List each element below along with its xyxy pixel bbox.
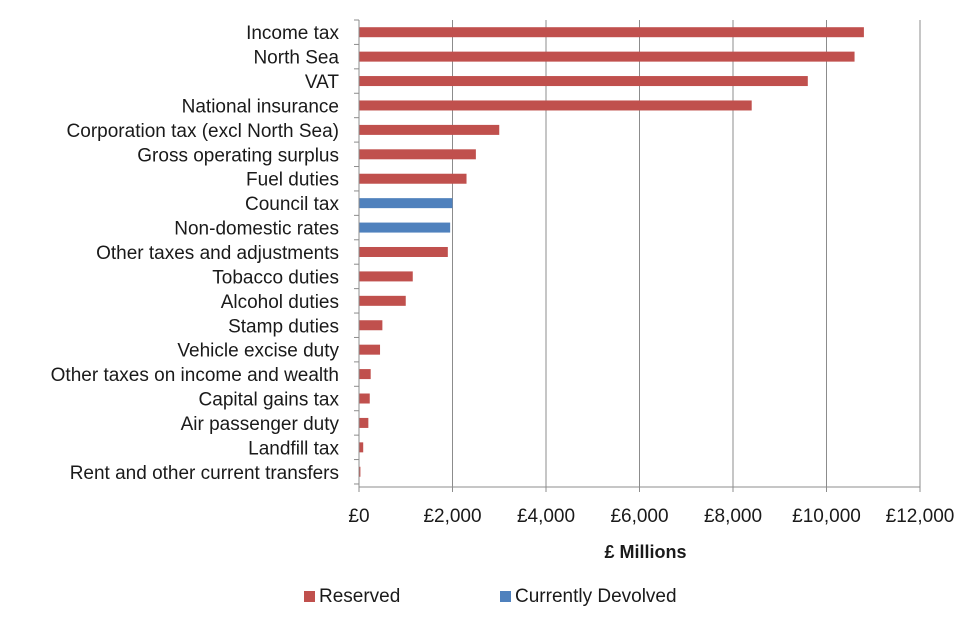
category-label: Air passenger duty xyxy=(181,414,340,435)
bar-capital-gains-tax xyxy=(359,393,370,404)
category-label: North Sea xyxy=(253,48,339,69)
x-tick-labels: £0 £2,000 £4,000 £6,000 £8,000 £10,000 £12,000 xyxy=(348,506,954,527)
x-tick-label: £2,000 xyxy=(423,506,481,527)
x-tick-label: £6,000 xyxy=(610,506,668,527)
category-label: Tobacco duties xyxy=(212,267,339,288)
x-tick-label: £4,000 xyxy=(517,506,575,527)
category-label: Council tax xyxy=(245,194,339,215)
bar-other-taxes-and-adjustments xyxy=(359,246,448,257)
category-label: Stamp duties xyxy=(228,316,339,337)
legend-swatch-reserved xyxy=(304,591,315,602)
x-axis-title: £ Millions xyxy=(604,542,686,562)
category-label: Rent and other current transfers xyxy=(70,463,339,484)
category-label: Other taxes and adjustments xyxy=(96,243,339,264)
category-label: Landfill tax xyxy=(248,438,339,459)
legend-label-currently-devolved: Currently Devolved xyxy=(515,586,677,607)
bars xyxy=(359,27,864,477)
bar-air-passenger-duty xyxy=(359,417,369,428)
bar-gross-operating-surplus xyxy=(359,149,476,160)
category-label: Gross operating surplus xyxy=(137,145,339,166)
legend: Reserved Currently Devolved xyxy=(304,586,677,607)
grid-lines xyxy=(452,20,921,487)
bar-north-sea xyxy=(359,51,855,62)
bar-income-tax xyxy=(359,27,864,38)
legend-label-reserved: Reserved xyxy=(319,586,400,607)
category-label: Income tax xyxy=(246,23,339,44)
bar-fuel-duties xyxy=(359,173,467,184)
bar-other-taxes-on-income-and-wealth xyxy=(359,369,371,380)
x-tick-label: £10,000 xyxy=(792,506,861,527)
bar-vehicle-excise-duty xyxy=(359,344,381,355)
category-label: National insurance xyxy=(182,96,339,117)
category-label: Vehicle excise duty xyxy=(177,341,339,362)
axes xyxy=(354,19,921,492)
bar-national-insurance xyxy=(359,100,752,111)
category-label: Non-domestic rates xyxy=(174,219,339,240)
x-tick-label: £0 xyxy=(348,506,369,527)
category-label: Capital gains tax xyxy=(199,390,340,411)
legend-swatch-currently-devolved xyxy=(500,591,511,602)
category-label: VAT xyxy=(305,72,340,93)
bar-alcohol-duties xyxy=(359,295,406,306)
x-tick-label: £8,000 xyxy=(704,506,762,527)
bar-corporation-tax-excl-north-sea xyxy=(359,124,500,135)
bar-stamp-duties xyxy=(359,320,383,331)
category-label: Fuel duties xyxy=(246,170,339,191)
bar-council-tax xyxy=(359,198,453,209)
bar-tobacco-duties xyxy=(359,271,413,282)
category-label: Corporation tax (excl North Sea) xyxy=(67,121,339,142)
category-label: Alcohol duties xyxy=(221,292,339,313)
bar-landfill-tax xyxy=(359,442,364,453)
category-labels: Income tax North Sea VAT National insurance… xyxy=(51,23,340,484)
category-label: Other taxes on income and wealth xyxy=(51,365,339,386)
x-tick-label: £12,000 xyxy=(886,506,955,527)
bar-rent-and-other-current-transfers xyxy=(359,466,361,477)
bar-non-domestic-rates xyxy=(359,222,451,233)
bar-vat xyxy=(359,76,808,87)
